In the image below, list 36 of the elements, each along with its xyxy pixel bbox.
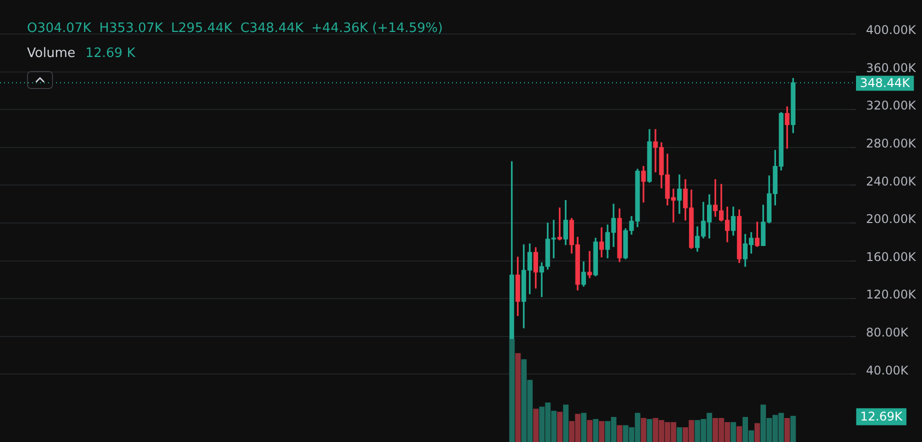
annotation: O304.07K — [27, 21, 92, 36]
bar — [515, 353, 520, 442]
bar — [640, 418, 646, 442]
bar — [556, 412, 562, 442]
bar — [586, 420, 592, 442]
text: Volume — [27, 46, 76, 61]
annotation: +44.36K (+14.59%) — [311, 21, 443, 36]
bar — [784, 418, 790, 442]
bar — [736, 426, 742, 442]
bar — [730, 422, 736, 442]
annotation: 12.69 K — [85, 46, 136, 61]
bar — [754, 423, 760, 442]
y-tick-label: 400.00K — [866, 23, 917, 38]
bar — [790, 416, 796, 442]
y-tick-label: 240.00K — [866, 174, 917, 188]
annotation: C348.44K — [240, 21, 304, 36]
annotation: H353.07K — [99, 21, 164, 36]
y-tick-label: 200.00K — [866, 212, 917, 226]
bar — [598, 421, 604, 442]
y-tick-label: 160.00K — [866, 250, 917, 264]
bar — [580, 412, 586, 442]
y-tick-label: 360.00K — [866, 60, 917, 75]
bar — [562, 404, 568, 442]
y-tick-label: 320.00K — [866, 98, 917, 113]
y-tick-label: 80.00K — [866, 326, 910, 340]
bar — [616, 425, 622, 442]
bar — [646, 419, 652, 442]
bar — [592, 419, 598, 442]
text: 12.69K — [860, 409, 904, 424]
y-tick-label: 120.00K — [866, 288, 917, 302]
y-tick-label: 280.00K — [866, 136, 917, 151]
ref-line-label: 348.44K — [860, 76, 911, 90]
annotation: L295.44K — [171, 21, 232, 36]
bar — [532, 408, 538, 442]
bar — [676, 427, 682, 442]
y-tick-label: 40.00K — [866, 363, 910, 378]
